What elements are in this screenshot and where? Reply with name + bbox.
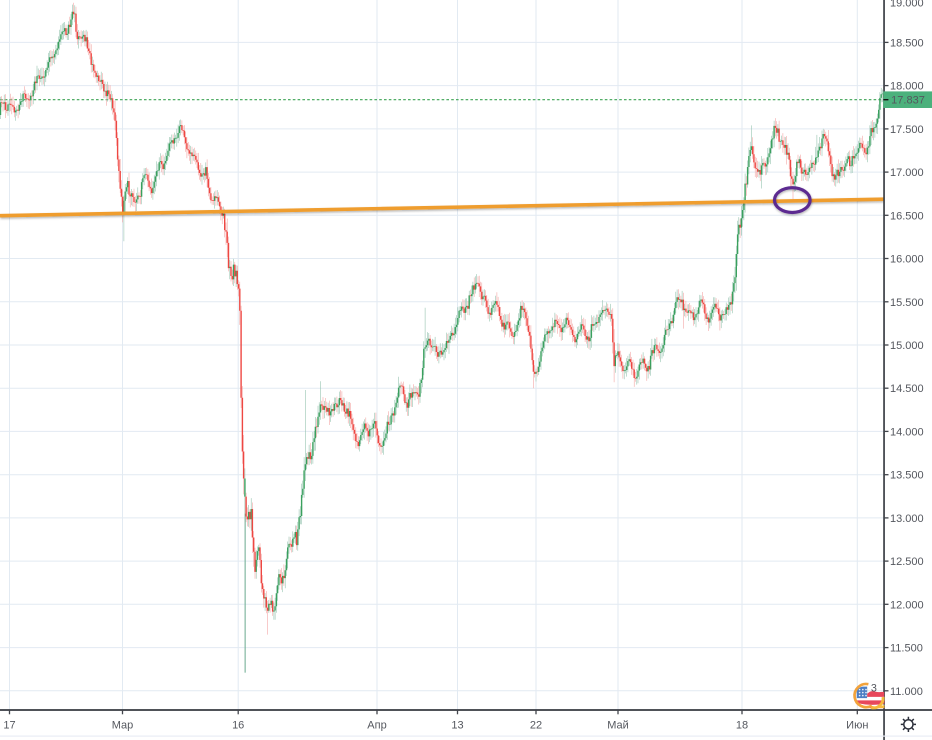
svg-text:3: 3	[871, 683, 877, 695]
svg-text:14.500: 14.500	[890, 383, 924, 395]
svg-text:12.500: 12.500	[890, 556, 924, 568]
svg-text:17.837: 17.837	[891, 95, 925, 107]
svg-text:15.500: 15.500	[890, 297, 924, 309]
svg-text:18: 18	[736, 719, 748, 731]
svg-text:12.000: 12.000	[890, 599, 924, 611]
svg-text:11.000: 11.000	[890, 686, 923, 698]
svg-text:13.000: 13.000	[890, 513, 924, 525]
svg-text:16.000: 16.000	[890, 254, 924, 266]
svg-text:18.500: 18.500	[890, 37, 924, 49]
svg-text:16.500: 16.500	[890, 210, 924, 222]
svg-text:16: 16	[232, 719, 244, 731]
svg-text:18.000: 18.000	[890, 81, 924, 93]
svg-text:13: 13	[451, 719, 463, 731]
svg-text:14.000: 14.000	[890, 426, 924, 438]
svg-text:Апр: Апр	[367, 719, 386, 731]
svg-text:Мар: Мар	[112, 719, 134, 731]
svg-text:17: 17	[3, 719, 15, 731]
svg-text:17.500: 17.500	[890, 124, 924, 136]
svg-text:Май: Май	[607, 719, 629, 731]
svg-text:22: 22	[530, 719, 542, 731]
svg-text:17.000: 17.000	[890, 167, 924, 179]
svg-text:15.000: 15.000	[890, 340, 924, 352]
svg-text:19.000: 19.000	[890, 0, 924, 9]
svg-text:13.500: 13.500	[890, 470, 924, 482]
svg-text:Июн: Июн	[846, 719, 868, 731]
svg-text:11.500: 11.500	[890, 643, 923, 655]
